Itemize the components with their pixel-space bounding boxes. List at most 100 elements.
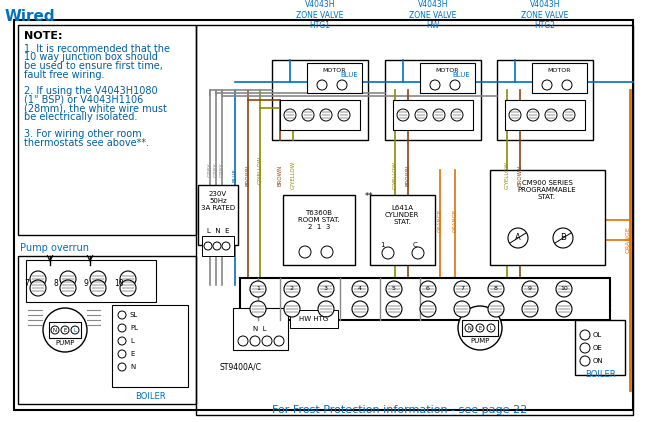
Text: L  N  E: L N E (207, 228, 229, 234)
Text: thermostats see above**.: thermostats see above**. (24, 138, 149, 148)
Bar (283, 195, 355, 265)
Bar (112, 305, 188, 387)
Text: PUMP: PUMP (55, 340, 74, 346)
Text: MOTOR: MOTOR (322, 68, 345, 73)
Text: PUMP: PUMP (470, 338, 490, 344)
Bar (280, 100, 360, 130)
Text: Pump overrun: Pump overrun (20, 243, 89, 253)
Text: OE: OE (593, 345, 603, 351)
Circle shape (386, 301, 402, 317)
Circle shape (118, 311, 126, 319)
Circle shape (222, 242, 230, 250)
Circle shape (545, 109, 557, 121)
Text: GREY: GREY (208, 163, 212, 177)
Circle shape (522, 281, 538, 297)
Bar (198, 185, 238, 245)
Text: GREY: GREY (214, 163, 219, 177)
Bar (18, 256, 196, 404)
Text: E: E (478, 325, 481, 330)
Circle shape (580, 356, 590, 366)
Circle shape (43, 308, 87, 352)
Text: BOILER: BOILER (135, 392, 166, 401)
Text: BLUE: BLUE (232, 168, 237, 182)
Text: BLUE: BLUE (340, 72, 358, 78)
Text: 9: 9 (84, 279, 89, 287)
Text: BROWN: BROWN (406, 165, 410, 186)
Text: N: N (467, 325, 471, 330)
Circle shape (542, 80, 552, 90)
Text: HW HTG: HW HTG (300, 316, 329, 322)
Circle shape (284, 281, 300, 297)
Bar (462, 320, 498, 336)
Circle shape (412, 247, 424, 259)
Bar (26, 260, 156, 302)
Circle shape (556, 301, 572, 317)
Bar (385, 60, 481, 140)
Bar (490, 170, 605, 265)
Circle shape (556, 281, 572, 297)
Circle shape (553, 228, 573, 248)
Text: BLUE: BLUE (452, 72, 470, 78)
Circle shape (430, 80, 440, 90)
Text: 2: 2 (290, 287, 294, 292)
Circle shape (420, 301, 436, 317)
Circle shape (509, 109, 521, 121)
Circle shape (338, 109, 350, 121)
Circle shape (262, 336, 272, 346)
Bar (532, 63, 587, 93)
Circle shape (284, 301, 300, 317)
Text: CM900 SERIES
PROGRAMMABLE
STAT.: CM900 SERIES PROGRAMMABLE STAT. (518, 180, 576, 200)
Text: 4: 4 (358, 287, 362, 292)
Text: 7: 7 (24, 279, 29, 287)
Circle shape (433, 109, 445, 121)
Circle shape (580, 343, 590, 353)
Circle shape (580, 330, 590, 340)
Circle shape (527, 109, 539, 121)
Text: L641A
CYLINDER
STAT.: L641A CYLINDER STAT. (385, 205, 419, 225)
Text: V4043H
ZONE VALVE
HTG2: V4043H ZONE VALVE HTG2 (521, 0, 569, 30)
Circle shape (250, 301, 266, 317)
Text: BOILER: BOILER (585, 370, 615, 379)
Text: 3. For wiring other room: 3. For wiring other room (24, 129, 142, 139)
Circle shape (454, 281, 470, 297)
Circle shape (71, 326, 79, 334)
Text: be electrically isolated.: be electrically isolated. (24, 112, 137, 122)
Circle shape (488, 281, 504, 297)
Circle shape (522, 301, 538, 317)
Text: G'YELLOW: G'YELLOW (505, 161, 509, 189)
Circle shape (454, 301, 470, 317)
Text: 9: 9 (528, 287, 532, 292)
Circle shape (451, 109, 463, 121)
Circle shape (118, 350, 126, 358)
Text: 6: 6 (426, 287, 430, 292)
Circle shape (321, 246, 333, 258)
Text: 3: 3 (324, 287, 328, 292)
Circle shape (90, 271, 106, 287)
Text: MOTOR: MOTOR (435, 68, 459, 73)
Text: BROWN: BROWN (245, 165, 250, 186)
Text: V4043H
ZONE VALVE
HTG1: V4043H ZONE VALVE HTG1 (296, 0, 344, 30)
Text: G/YELLOW: G/YELLOW (291, 161, 296, 189)
Text: E: E (130, 351, 135, 357)
Text: 1: 1 (256, 287, 260, 292)
Bar (196, 25, 633, 415)
Bar (420, 63, 475, 93)
Circle shape (420, 281, 436, 297)
Bar (307, 63, 362, 93)
Text: BROWN: BROWN (518, 165, 523, 186)
Text: 10: 10 (114, 279, 124, 287)
Bar (370, 195, 435, 265)
Circle shape (458, 306, 502, 350)
Text: T6360B
ROOM STAT.
2  1  3: T6360B ROOM STAT. 2 1 3 (298, 210, 340, 230)
Circle shape (120, 271, 136, 287)
Text: For Frost Protection information - see page 22: For Frost Protection information - see p… (272, 405, 527, 415)
Text: 7: 7 (460, 287, 464, 292)
Text: ORANGE: ORANGE (626, 227, 630, 253)
Circle shape (563, 109, 575, 121)
Circle shape (61, 326, 69, 334)
Bar (18, 25, 196, 235)
Text: 1: 1 (380, 242, 384, 248)
Bar (202, 236, 234, 256)
Text: ORANGE: ORANGE (437, 208, 443, 232)
Text: ORANGE: ORANGE (452, 208, 457, 232)
